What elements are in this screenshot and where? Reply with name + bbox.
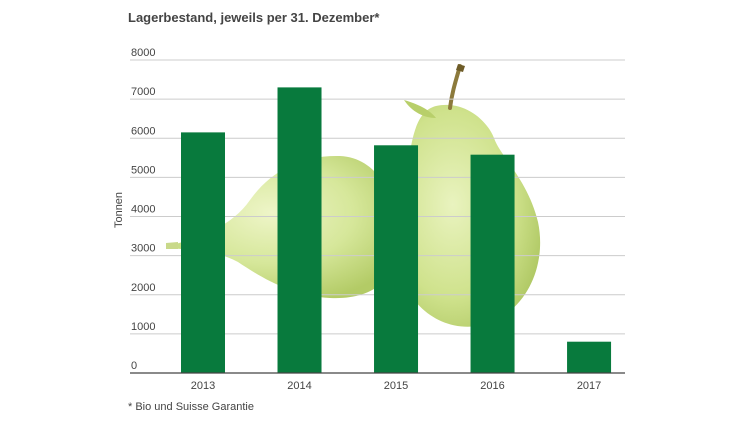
- y-tick-label: 2000: [131, 282, 155, 294]
- y-tick-label: 5000: [131, 164, 155, 176]
- y-axis-ticks: 0 1000 2000 3000 4000 5000 6000 7000 8000: [131, 47, 155, 372]
- x-axis-ticks: 2013 2014 2015 2016 2017: [191, 380, 602, 392]
- bar-2017: [567, 341, 612, 373]
- bar-2013: [181, 132, 225, 373]
- y-tick-label: 6000: [131, 125, 155, 137]
- y-tick-label: 3000: [131, 243, 155, 255]
- bars: [181, 87, 612, 373]
- y-tick-label: 0: [131, 360, 137, 372]
- y-axis-title: Tonnen: [113, 192, 125, 228]
- x-tick-label: 2013: [191, 380, 215, 392]
- y-tick-label: 8000: [131, 47, 155, 59]
- bar-2014: [277, 87, 322, 373]
- chart-title: Lagerbestand, jeweils per 31. Dezember*: [128, 10, 380, 25]
- y-tick-label: 4000: [131, 204, 155, 216]
- y-tick-label: 7000: [131, 86, 155, 98]
- bar-2016: [470, 154, 515, 373]
- x-tick-label: 2016: [480, 380, 504, 392]
- x-tick-label: 2015: [384, 380, 408, 392]
- chart-footnote: * Bio und Suisse Garantie: [128, 401, 254, 413]
- x-tick-label: 2017: [577, 380, 601, 392]
- bar-2015: [374, 145, 419, 373]
- x-tick-label: 2014: [287, 380, 311, 392]
- y-tick-label: 1000: [131, 321, 155, 333]
